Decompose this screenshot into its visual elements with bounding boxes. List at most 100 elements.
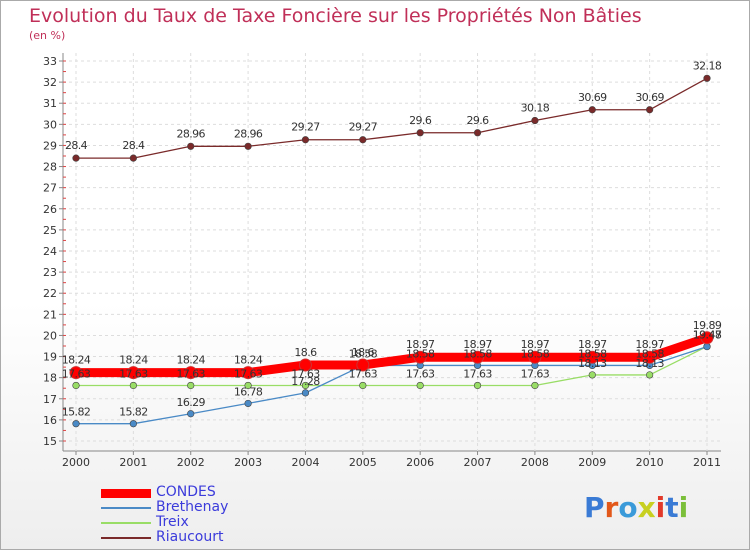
data-label-condes: 18.24 — [234, 354, 263, 367]
legend-swatch — [101, 522, 151, 524]
data-label-riaucourt: 28.96 — [176, 127, 205, 140]
point-brethenay — [72, 420, 80, 428]
point-condes — [184, 366, 198, 380]
data-label-brethenay: 17.28 — [291, 375, 320, 388]
point-treix — [531, 381, 539, 390]
y-tick-label: 26 — [43, 203, 57, 216]
legend-label: Treix — [156, 514, 189, 530]
y-tick-label: 20 — [43, 329, 57, 342]
x-tick-label: 2003 — [234, 456, 262, 469]
data-label-riaucourt: 29.27 — [349, 121, 378, 134]
point-condes — [643, 350, 657, 364]
x-tick-label: 2011 — [693, 456, 721, 469]
point-condes — [585, 350, 599, 364]
data-label-condes: 18.24 — [62, 354, 91, 367]
y-tick-label: 25 — [43, 224, 57, 237]
point-riaucourt — [531, 116, 539, 125]
y-tick-label: 23 — [43, 266, 57, 279]
data-label-riaucourt: 30.69 — [635, 91, 664, 104]
data-label-brethenay: 18.58 — [463, 347, 492, 360]
y-tick-label: 24 — [43, 245, 57, 258]
data-label-treix: 17.63 — [234, 367, 263, 380]
data-label-condes: 18.97 — [463, 338, 492, 351]
data-label-brethenay: 15.82 — [119, 406, 148, 419]
data-label-brethenay: 15.82 — [62, 406, 91, 419]
data-label-brethenay: 18.58 — [635, 347, 664, 360]
point-treix — [416, 381, 424, 390]
data-label-treix: 17.63 — [349, 367, 378, 380]
data-label-riaucourt: 29.27 — [291, 121, 320, 134]
data-label-brethenay: 18.58 — [349, 347, 378, 360]
legend-swatch — [101, 507, 151, 509]
data-label-treix: 17.63 — [521, 367, 550, 380]
data-label-condes: 18.97 — [635, 338, 664, 351]
point-riaucourt — [301, 136, 310, 144]
point-condes — [298, 358, 312, 372]
data-label-treix: 17.63 — [463, 367, 492, 380]
data-label-condes: 18.6 — [352, 346, 375, 359]
point-condes — [69, 366, 83, 380]
legend-swatch — [101, 488, 151, 498]
point-riaucourt — [72, 154, 80, 162]
point-condes — [413, 350, 427, 364]
y-tick-label: 32 — [43, 76, 57, 89]
x-tick-label: 2010 — [636, 456, 664, 469]
y-tick-label: 18 — [43, 372, 57, 385]
x-tick-label: 2000 — [62, 456, 90, 469]
point-condes — [471, 350, 485, 364]
point-riaucourt — [646, 106, 654, 114]
y-tick-label: 16 — [43, 414, 57, 427]
point-treix — [187, 381, 195, 390]
series-line-riaucourt — [76, 77, 708, 159]
y-tick-label: 31 — [43, 97, 57, 110]
series-line-condes — [76, 333, 709, 378]
data-label-condes: 18.97 — [578, 338, 607, 351]
point-treix — [359, 381, 367, 390]
point-condes — [356, 358, 370, 372]
x-tick-label: 2004 — [291, 456, 319, 469]
data-label-condes: 18.97 — [406, 338, 435, 351]
data-label-brethenay: 16.78 — [234, 385, 263, 398]
point-riaucourt — [359, 136, 367, 144]
data-label-brethenay: 18.58 — [521, 347, 550, 360]
point-treix — [129, 381, 137, 390]
data-label-brethenay: 16.29 — [176, 396, 205, 409]
point-riaucourt — [473, 129, 482, 137]
y-tick-label: 28 — [43, 161, 57, 174]
legend-label: CONDES — [156, 484, 216, 500]
point-riaucourt — [588, 106, 596, 114]
y-tick-label: 19 — [43, 351, 57, 364]
data-label-condes: 18.6 — [294, 346, 317, 359]
legend-label: Brethenay — [156, 499, 229, 515]
legend-label: Riaucourt — [156, 529, 224, 545]
point-condes — [528, 350, 542, 364]
data-label-riaucourt: 28.4 — [122, 139, 145, 152]
point-riaucourt — [416, 129, 424, 137]
point-treix — [301, 381, 310, 390]
x-tick-label: 2001 — [119, 456, 147, 469]
data-label-riaucourt: 28.96 — [234, 127, 263, 140]
chart-title: Evolution du Taux de Taxe Foncière sur l… — [29, 5, 642, 27]
proxiti-logo: Proxiti — [584, 491, 689, 524]
point-brethenay — [301, 389, 310, 397]
x-tick-label: 2002 — [177, 456, 205, 469]
point-condes — [700, 331, 714, 345]
point-brethenay — [703, 343, 711, 351]
y-tick-label: 27 — [43, 182, 57, 195]
data-label-treix: 18.13 — [635, 357, 664, 370]
x-tick-label: 2007 — [464, 456, 492, 469]
data-label-treix: 18.13 — [578, 357, 607, 370]
data-label-treix: 17.63 — [291, 367, 320, 380]
y-tick-label: 21 — [43, 308, 57, 321]
point-brethenay — [129, 420, 137, 428]
point-treix — [473, 381, 482, 390]
data-label-condes: 18.97 — [521, 338, 550, 351]
x-tick-label: 2008 — [521, 456, 549, 469]
y-tick-label: 22 — [43, 287, 57, 300]
x-tick-label: 2006 — [406, 456, 434, 469]
point-brethenay — [244, 399, 252, 408]
y-tick-label: 30 — [43, 118, 57, 131]
data-label-riaucourt: 30.69 — [578, 91, 607, 104]
data-label-treix: 17.63 — [62, 367, 91, 380]
